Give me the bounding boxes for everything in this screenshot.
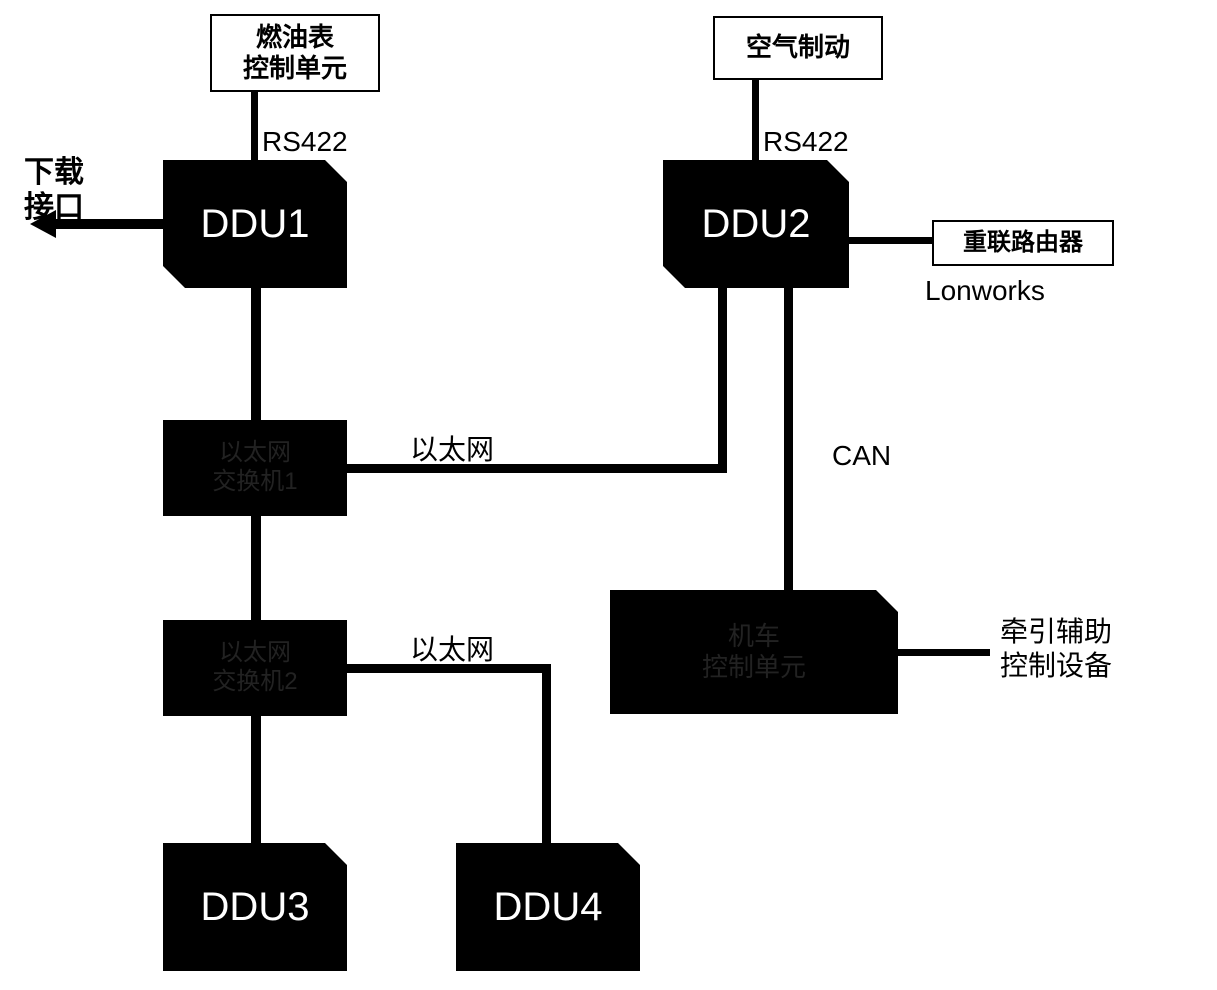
node-ddu4: DDU4	[456, 843, 640, 971]
edge-sw1-sw2	[251, 516, 261, 620]
edge-lcu-traction	[898, 649, 990, 656]
node-ddu2: DDU2	[663, 160, 849, 288]
label-rs422-right: RS422	[763, 126, 849, 158]
node-eth-sw2: 以太网 交换机2	[163, 620, 347, 716]
node-ddu2-label: DDU2	[702, 200, 811, 248]
node-eth-sw1-label: 以太网 交换机1	[212, 439, 297, 497]
node-ddu3: DDU3	[163, 843, 347, 971]
edge-sw1-ddu2-h	[347, 464, 727, 473]
node-ddu1: DDU1	[163, 160, 347, 288]
edge-air-ddu2	[752, 80, 759, 160]
node-lcu: 机车 控制单元	[610, 590, 898, 714]
edge-sw2-ddu4-v	[542, 664, 551, 843]
label-rs422-left: RS422	[262, 126, 348, 158]
node-eth-sw1: 以太网 交换机1	[163, 420, 347, 516]
edge-sw2-ddu3	[251, 716, 261, 843]
node-ddu3-label: DDU3	[201, 883, 310, 931]
label-lonworks: Lonworks	[925, 275, 1045, 307]
node-router: 重联路由器	[932, 220, 1114, 266]
node-fuel-label: 燃油表 控制单元	[243, 22, 347, 84]
node-router-label: 重联路由器	[963, 229, 1083, 258]
edge-ddu2-router	[849, 237, 932, 244]
edge-ddu2-lcu	[784, 288, 793, 590]
label-ethernet2: 以太网	[410, 628, 494, 668]
node-air-brake: 空气制动	[713, 16, 883, 80]
node-lcu-label: 机车 控制单元	[702, 621, 806, 683]
label-download: 下载 接口	[24, 156, 84, 225]
node-ddu4-label: DDU4	[494, 883, 603, 931]
label-can: CAN	[832, 440, 891, 472]
node-eth-sw2-label: 以太网 交换机2	[212, 639, 297, 697]
label-traction: 牵引辅助 控制设备	[1000, 615, 1112, 682]
node-fuel: 燃油表 控制单元	[210, 14, 380, 92]
diagram-canvas: 燃油表 控制单元 空气制动 重联路由器 DDU1 DDU2 以太网 交换机1 以…	[0, 0, 1217, 990]
edge-fuel-ddu1	[251, 92, 258, 160]
node-ddu1-label: DDU1	[201, 200, 310, 248]
edge-sw1-ddu2-v	[718, 288, 727, 473]
node-air-brake-label: 空气制动	[746, 32, 850, 63]
edge-ddu1-sw1	[251, 288, 261, 420]
label-ethernet1: 以太网	[410, 428, 494, 468]
